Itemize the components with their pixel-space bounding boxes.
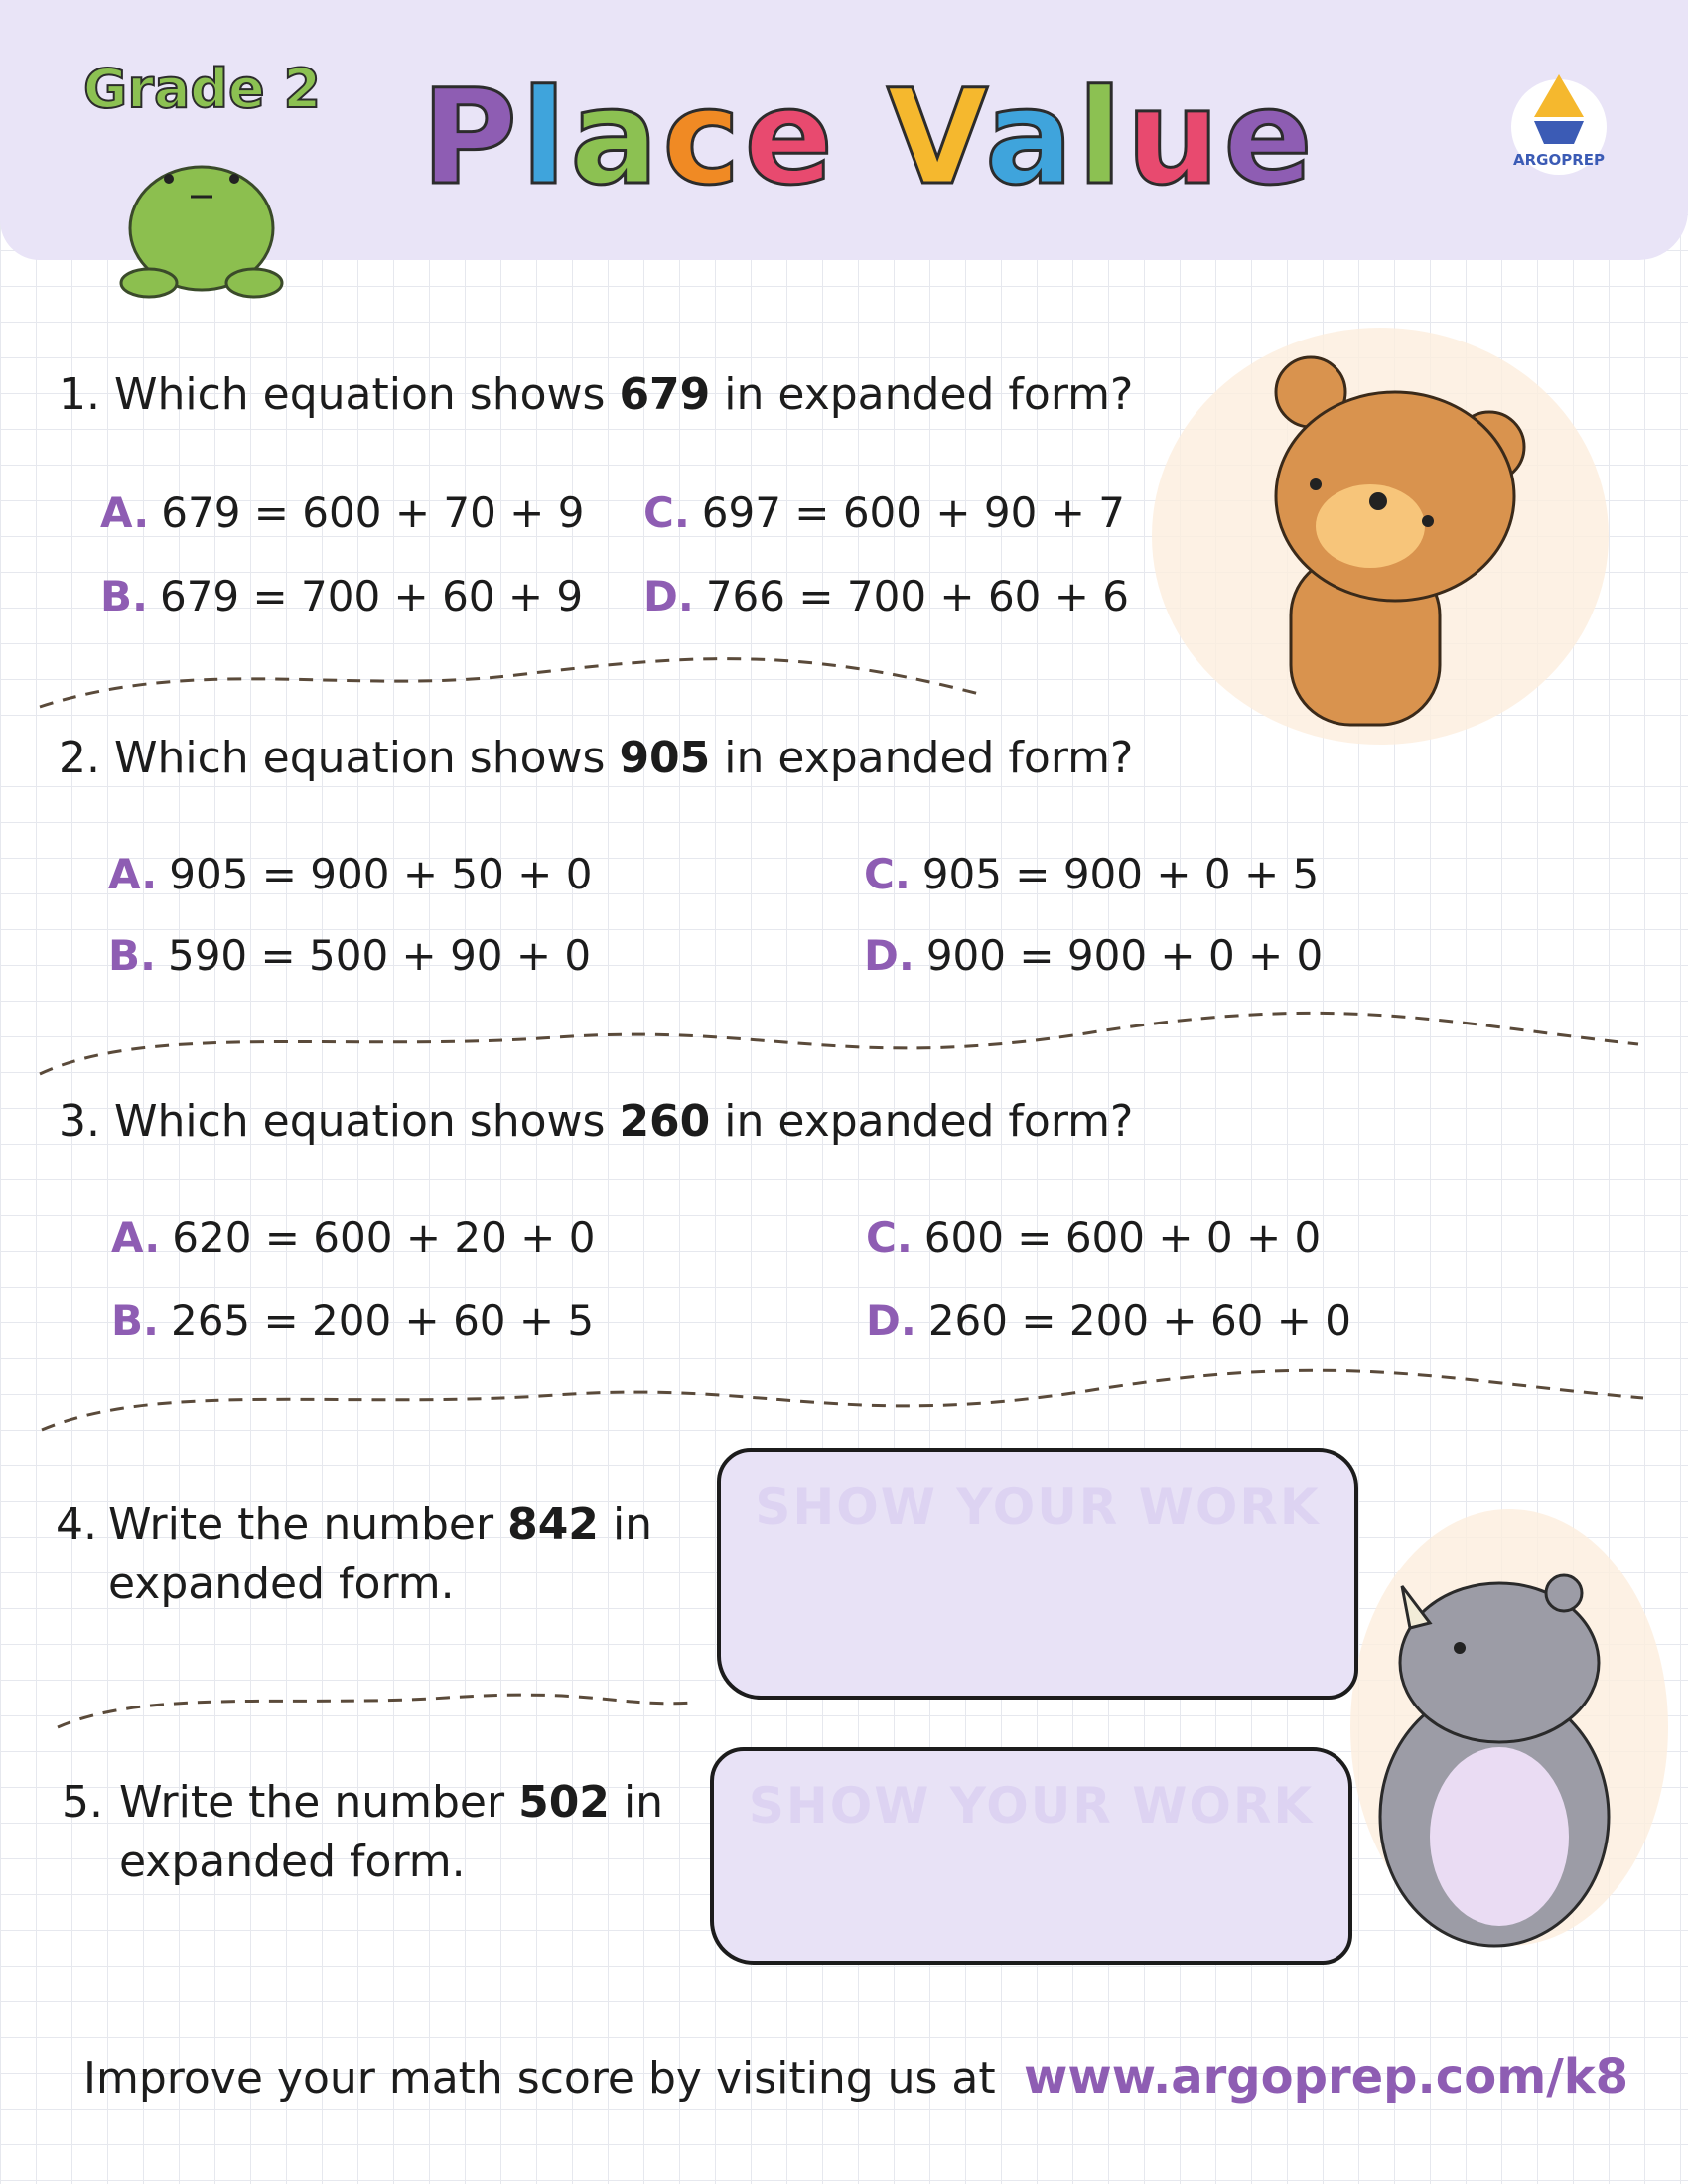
option: D. 900 = 900 + 0 + 0	[864, 931, 1323, 980]
question-target: 502	[518, 1777, 610, 1828]
question-number: 2.	[59, 733, 100, 783]
option: C. 905 = 900 + 0 + 5	[864, 850, 1319, 898]
question-prompt-end: in	[623, 1777, 664, 1828]
bear	[1152, 328, 1609, 745]
question-target: 260	[619, 1096, 711, 1147]
question-prompt: Which equation shows	[113, 733, 606, 783]
option-letter: D.	[866, 1297, 916, 1345]
option-equation: 905 = 900 + 0 + 5	[921, 850, 1320, 898]
question-number: 5.	[62, 1777, 103, 1828]
question-target: 842	[507, 1499, 599, 1550]
question-line2: expanded form.	[108, 1559, 455, 1609]
option: C. 697 = 600 + 90 + 7	[643, 488, 1125, 537]
question-number: 4.	[56, 1499, 97, 1550]
logo-icon	[1511, 74, 1607, 175]
option-equation: 900 = 900 + 0 + 0	[925, 931, 1324, 980]
work-label: SHOW YOUR WORK	[755, 1478, 1321, 1536]
option-letter: D.	[864, 931, 914, 980]
question-prompt-end: in expanded form?	[724, 369, 1134, 420]
question-prompt: Write the number	[119, 1777, 505, 1828]
option-equation: 265 = 200 + 60 + 5	[170, 1297, 595, 1345]
option: B. 265 = 200 + 60 + 5	[111, 1297, 594, 1345]
question-number: 3.	[59, 1096, 100, 1147]
option-letter: C.	[643, 488, 690, 537]
question: 2. Which equation shows 905 in expanded …	[59, 733, 1133, 783]
question: Write the number 842 in	[108, 1499, 652, 1550]
question-line2: expanded form.	[119, 1837, 466, 1887]
question-number: 1.	[59, 369, 100, 420]
question-target: 905	[619, 733, 711, 783]
question-prompt: Write the number	[108, 1499, 494, 1550]
option-letter: A.	[100, 488, 150, 537]
option-letter: B.	[100, 572, 148, 620]
question-prompt-end: in expanded form?	[724, 733, 1134, 783]
title: Place Value	[420, 61, 1317, 216]
option: A. 905 = 900 + 50 + 0	[108, 850, 592, 898]
option-letter: B.	[111, 1297, 159, 1345]
option-equation: 766 = 700 + 60 + 6	[705, 572, 1130, 620]
question: 3. Which equation shows 260 in expanded …	[59, 1096, 1133, 1147]
question-prompt: Which equation shows	[113, 369, 606, 420]
option-letter: C.	[866, 1213, 913, 1262]
option-equation: 260 = 200 + 60 + 0	[927, 1297, 1352, 1345]
question-prompt: Which equation shows	[113, 1096, 606, 1147]
work-box: SHOW YOUR WORK	[717, 1448, 1358, 1700]
option-letter: A.	[111, 1213, 161, 1262]
option-letter: B.	[108, 931, 156, 980]
option-equation: 679 = 600 + 70 + 9	[161, 488, 585, 537]
option-letter: D.	[643, 572, 694, 620]
question-target: 679	[619, 369, 711, 420]
option-equation: 679 = 700 + 60 + 9	[159, 572, 584, 620]
footer-text: Improve your math score by visiting us a…	[83, 2053, 996, 2104]
question: Write the number 502 in	[119, 1777, 663, 1828]
option-equation: 600 = 600 + 0 + 0	[923, 1213, 1322, 1262]
work-label: SHOW YOUR WORK	[748, 1777, 1315, 1835]
question-prompt-end: in	[612, 1499, 653, 1550]
option: B. 590 = 500 + 90 + 0	[108, 931, 591, 980]
option-letter: C.	[864, 850, 911, 898]
work-box: SHOW YOUR WORK	[710, 1747, 1352, 1965]
logo-text: ARGOPREP	[1512, 151, 1605, 169]
frog	[119, 165, 284, 299]
question-prompt-end: in expanded form?	[724, 1096, 1134, 1147]
option: D. 766 = 700 + 60 + 6	[643, 572, 1129, 620]
option: A. 679 = 600 + 70 + 9	[100, 488, 584, 537]
option-letter: A.	[108, 850, 158, 898]
option: C. 600 = 600 + 0 + 0	[866, 1213, 1321, 1262]
option-equation: 697 = 600 + 90 + 7	[701, 488, 1125, 537]
option-equation: 620 = 600 + 20 + 0	[172, 1213, 596, 1262]
rhino	[1350, 1509, 1668, 1948]
question: 1. Which equation shows 679 in expanded …	[59, 369, 1133, 420]
grade-label: Grade 2	[82, 57, 322, 121]
option: B. 679 = 700 + 60 + 9	[100, 572, 583, 620]
option-equation: 590 = 500 + 90 + 0	[167, 931, 592, 980]
header-band	[0, 0, 1688, 260]
option-equation: 905 = 900 + 50 + 0	[169, 850, 593, 898]
footer-url: www.argoprep.com/k8	[1024, 2049, 1629, 2105]
option: A. 620 = 600 + 20 + 0	[111, 1213, 595, 1262]
option: D. 260 = 200 + 60 + 0	[866, 1297, 1351, 1345]
